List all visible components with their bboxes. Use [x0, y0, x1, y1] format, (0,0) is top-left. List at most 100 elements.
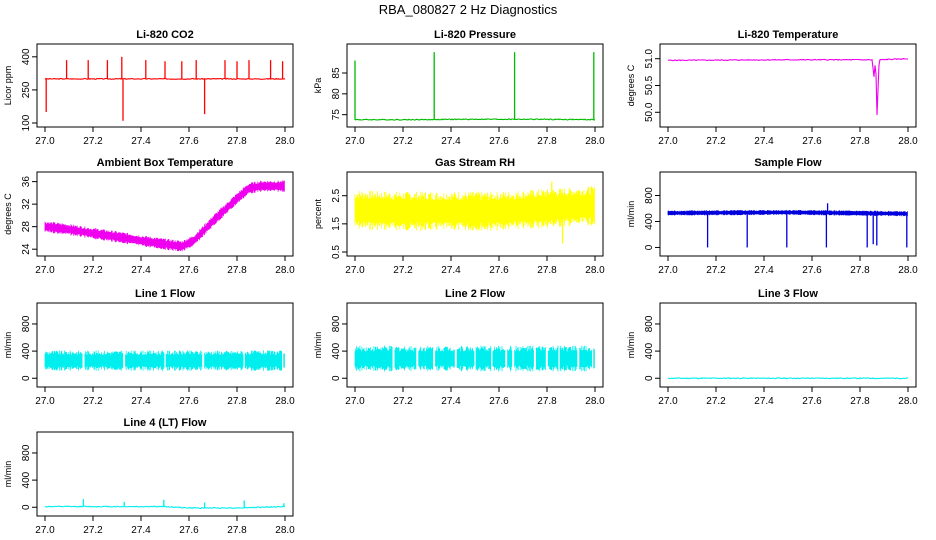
y-tick-label: 75	[331, 109, 342, 121]
y-tick-label: 400	[644, 213, 655, 230]
x-tick-label: 27.8	[227, 396, 247, 407]
y-tick-label: 400	[331, 342, 342, 359]
x-tick-label: 27.6	[802, 136, 822, 147]
x-tick-label: 27.4	[754, 136, 774, 147]
panel-title: Li-820 CO2	[136, 29, 193, 41]
y-tick-label: 800	[21, 315, 32, 332]
x-tick-label: 28.0	[585, 265, 605, 276]
series-line	[667, 377, 909, 380]
x-tick-label: 27.0	[35, 525, 55, 536]
series-band	[667, 209, 908, 217]
y-tick-label: 800	[644, 187, 655, 204]
x-tick-label: 27.0	[35, 265, 55, 276]
x-tick-label: 27.2	[393, 265, 413, 276]
x-tick-label: 27.4	[441, 396, 461, 407]
y-tick-label: 0.5	[331, 245, 342, 259]
x-tick-label: 27.0	[345, 396, 365, 407]
series-group	[667, 58, 909, 116]
series-band	[44, 180, 285, 252]
plot-frame	[659, 43, 917, 128]
x-tick-label: 27.0	[658, 265, 678, 276]
x-tick-label: 27.2	[83, 525, 103, 536]
x-tick-label: 27.4	[441, 136, 461, 147]
series-group	[354, 345, 595, 372]
panel-4: Ambient Box Temperature 27.0 27.2 27.4 27.6 2…	[3, 157, 295, 276]
y-tick-label: 400	[21, 471, 32, 488]
series-group	[44, 180, 285, 252]
x-tick-label: 28.0	[275, 265, 295, 276]
y-tick-label: 51.0	[644, 49, 655, 69]
plot-frame	[36, 431, 294, 517]
y-tick-label: 50.5	[644, 75, 655, 95]
x-tick-label: 27.4	[131, 525, 151, 536]
plot-frame	[36, 43, 294, 128]
x-tick-label: 27.6	[179, 265, 199, 276]
y-tick-label: 0	[21, 504, 32, 510]
plot-frame	[346, 171, 604, 257]
x-tick-label: 27.2	[706, 136, 726, 147]
x-tick-label: 27.4	[754, 265, 774, 276]
panel-title: Li-820 Temperature	[738, 29, 839, 41]
plot-frame	[659, 171, 917, 257]
x-tick-label: 27.2	[706, 396, 726, 407]
y-axis-label: degrees C	[3, 193, 13, 235]
y-tick-label: 800	[331, 315, 342, 332]
series-band	[354, 186, 595, 231]
x-tick-label: 27.2	[393, 396, 413, 407]
x-tick-label: 27.0	[658, 136, 678, 147]
panel-1: Li-820 CO2 27.0 27.2 27.4 27.6 27.8 28.0 100 250…	[3, 29, 295, 147]
x-tick-label: 27.4	[441, 265, 461, 276]
x-tick-label: 28.0	[898, 396, 918, 407]
x-tick-label: 27.6	[179, 136, 199, 147]
x-tick-label: 27.8	[537, 136, 557, 147]
series-line	[354, 118, 596, 121]
series-line	[44, 505, 285, 509]
panel-8: Line 2 Flow 27.0 27.2 27.4 27.6 27.8 28.0 0 400 8…	[313, 288, 605, 407]
y-tick-label: 0	[644, 244, 655, 250]
x-tick-label: 27.0	[658, 396, 678, 407]
y-tick-label: 800	[644, 315, 655, 332]
x-tick-label: 27.6	[179, 396, 199, 407]
x-tick-label: 27.6	[489, 396, 509, 407]
y-tick-label: 50.0	[644, 102, 655, 122]
y-axis-label: percent	[313, 198, 323, 229]
y-tick-label: 85	[331, 67, 342, 79]
series-group	[44, 350, 285, 371]
panel-title: Ambient Box Temperature	[97, 157, 234, 169]
panel-title: Gas Stream RH	[435, 157, 515, 169]
panel-10: Line 4 (LT) Flow 27.0 27.2 27.4 27.6 27.8 28.0…	[3, 417, 295, 536]
x-tick-label: 28.0	[585, 136, 605, 147]
series-group	[667, 377, 909, 380]
x-tick-label: 27.6	[489, 265, 509, 276]
panel-title: Sample Flow	[754, 157, 822, 169]
y-tick-label: 800	[21, 444, 32, 461]
y-tick-label: 1.5	[331, 216, 342, 230]
plot-frame	[346, 43, 604, 128]
x-tick-label: 27.2	[393, 136, 413, 147]
x-tick-label: 27.8	[227, 265, 247, 276]
panel-title: Line 1 Flow	[135, 288, 195, 300]
x-tick-label: 27.6	[802, 265, 822, 276]
y-tick-label: 0	[21, 375, 32, 381]
panel-title: Line 3 Flow	[758, 288, 818, 300]
x-tick-label: 28.0	[275, 525, 295, 536]
x-tick-label: 27.8	[850, 396, 870, 407]
x-tick-label: 27.6	[802, 396, 822, 407]
x-tick-label: 27.8	[537, 396, 557, 407]
x-tick-label: 27.2	[83, 136, 103, 147]
y-tick-label: 400	[21, 48, 32, 65]
y-tick-label: 0	[331, 375, 342, 381]
x-tick-label: 27.8	[850, 265, 870, 276]
series-group	[44, 499, 285, 509]
plot-frame	[346, 302, 604, 388]
series-band	[354, 345, 595, 372]
series-group	[667, 203, 908, 248]
x-tick-label: 27.0	[35, 396, 55, 407]
x-tick-label: 27.2	[83, 265, 103, 276]
x-tick-label: 27.8	[227, 525, 247, 536]
x-tick-label: 27.4	[131, 265, 151, 276]
x-tick-label: 27.8	[227, 136, 247, 147]
plot-frame	[36, 171, 294, 257]
panel-3: Li-820 Temperature 27.0 27.2 27.4 27.6 27.8 28…	[626, 29, 918, 147]
